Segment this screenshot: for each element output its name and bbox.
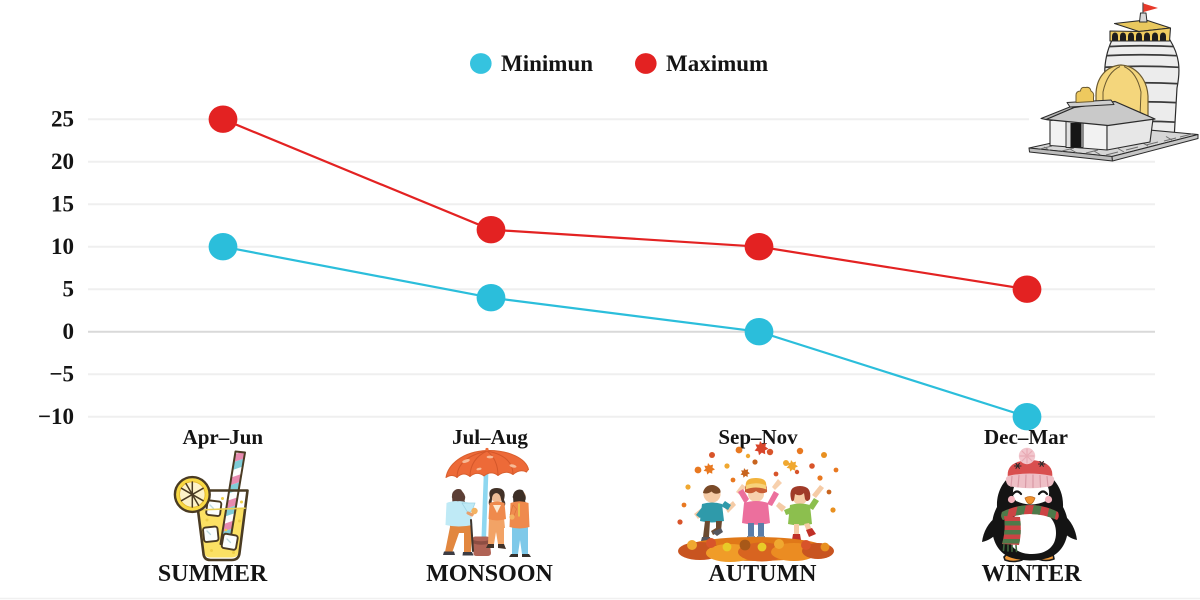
- svg-text:AUTUMN: AUTUMN: [709, 561, 818, 587]
- svg-text:Apr–Jun: Apr–Jun: [183, 425, 264, 449]
- svg-text:Jul–Aug: Jul–Aug: [452, 425, 528, 449]
- svg-text:−10: −10: [38, 404, 74, 429]
- svg-text:Maximum: Maximum: [666, 51, 768, 76]
- svg-text:0: 0: [63, 319, 75, 344]
- svg-text:20: 20: [51, 149, 74, 174]
- svg-text:MONSOON: MONSOON: [426, 561, 553, 587]
- svg-text:WINTER: WINTER: [981, 561, 1082, 587]
- svg-text:5: 5: [63, 277, 75, 302]
- svg-text:Dec–Mar: Dec–Mar: [984, 425, 1068, 449]
- svg-text:SUMMER: SUMMER: [158, 561, 268, 587]
- svg-text:15: 15: [51, 192, 74, 217]
- svg-text:Minimun: Minimun: [501, 51, 593, 76]
- svg-text:25: 25: [51, 107, 74, 132]
- svg-text:−5: −5: [49, 362, 74, 387]
- svg-text:10: 10: [51, 234, 74, 259]
